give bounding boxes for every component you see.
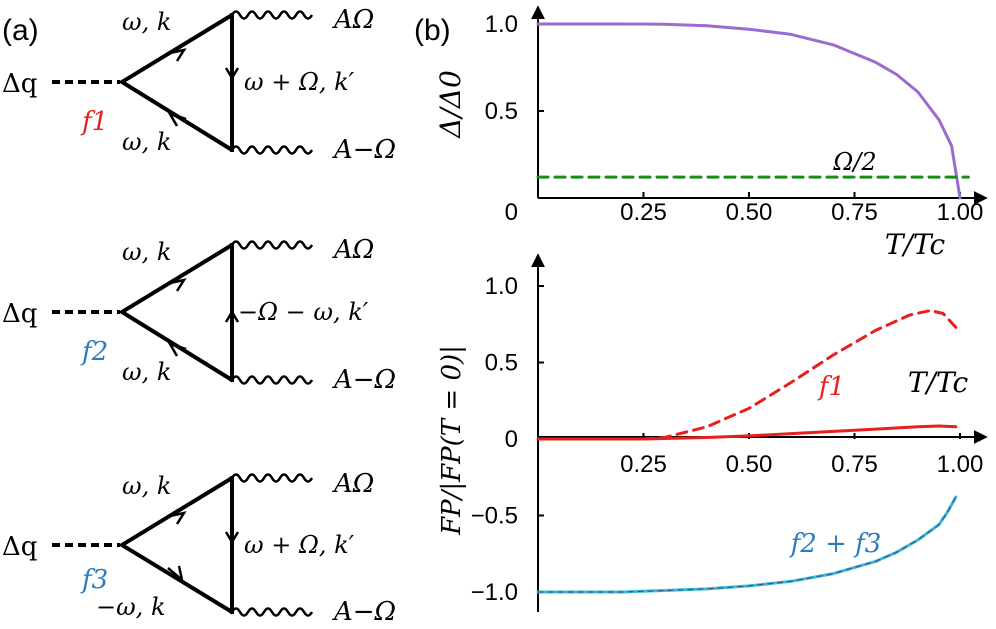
bottom-line-label: ω, k [122, 128, 171, 156]
x-tick-label: 0.25 [620, 199, 667, 226]
annotation-omega-half: Ω/2 [832, 148, 876, 176]
top-line-label: ω, k [122, 238, 171, 266]
free-energy-chart: T/Tc FP/|FP(T = 0)| f1 f2 + f3 0.25 0.50 0… [437, 253, 988, 612]
x-tick-label: 0.75 [831, 451, 878, 478]
vertex-label-f1: f1 [80, 107, 108, 137]
series-line-f1-1 [536, 424, 958, 441]
y-axis-label: Δ/Δ0 [434, 70, 467, 139]
feynman-diagram-3: Δq f3 ω, k ω + Ω, k′ −ω, k AΩ A−Ω [2, 469, 396, 627]
series-line-curve-0 [536, 22, 962, 200]
out-top-label: AΩ [332, 469, 374, 499]
y-tick-label: 1.0 [485, 273, 518, 300]
series-line-f1-0 [642, 309, 958, 441]
vertex-label-f2: f2 [80, 337, 108, 367]
x-tick-label: 1.00 [937, 451, 984, 478]
gap-vs-temperature-chart: T/Tc Δ/Δ0 Ω/2 0.25 0.50 0.75 1.00 0 0.5 1.0 [434, 5, 988, 261]
top-line-label: ω, k [122, 472, 171, 500]
out-bottom-label: A−Ω [332, 365, 396, 395]
y-tick-label: 0 [505, 199, 518, 226]
x-tick-label: 1.00 [937, 199, 984, 226]
out-bottom-label: A−Ω [332, 597, 396, 627]
y-tick-label: −0.5 [471, 503, 518, 530]
y-axis-label: FP/|FP(T = 0)| [437, 345, 467, 536]
source-label: Δq [2, 532, 37, 562]
annotation-f2-plus-f3: f2 + f3 [789, 529, 882, 559]
y-tick-label: 1.0 [485, 11, 518, 38]
series-line-f2-f3-2 [536, 495, 958, 594]
out-top-label: AΩ [332, 5, 374, 35]
y-tick-label: 0.5 [485, 98, 518, 125]
top-line-label: ω, k [122, 8, 171, 36]
vertical-line-label: −Ω − ω, k′ [238, 298, 369, 326]
x-tick-label: 0.75 [831, 199, 878, 226]
out-top-label: AΩ [332, 235, 374, 265]
x-axis-label: T/Tc [908, 366, 969, 399]
annotation-f1: f1 [817, 372, 845, 402]
feynman-diagram-1: Δq f1 ω, k ω + Ω, k′ ω, k AΩ A−Ω [2, 5, 396, 165]
x-axis-label: T/Tc [885, 228, 946, 261]
source-label: Δq [2, 299, 37, 329]
x-tick-label: 0.25 [620, 451, 667, 478]
x-tick-label: 0.50 [726, 451, 773, 478]
bottom-line-label: −ω, k [96, 593, 165, 621]
vertical-line-label: ω + Ω, k′ [244, 531, 355, 559]
bottom-line-label: ω, k [122, 358, 171, 386]
y-tick-label: 0.5 [485, 350, 518, 377]
out-bottom-label: A−Ω [332, 135, 396, 165]
source-label: Δq [2, 69, 37, 99]
panel-b-label: (b) [414, 14, 451, 47]
feynman-diagram-2: Δq f2 ω, k −Ω − ω, k′ ω, k AΩ A−Ω [2, 235, 396, 395]
series-overlay-2 [537, 496, 957, 593]
vertex-label-f3: f3 [80, 565, 108, 595]
x-tick-label: 0.50 [726, 199, 773, 226]
y-tick-label: −1.0 [471, 579, 518, 606]
vertical-line-label: ω + Ω, k′ [244, 68, 355, 96]
panel-a-label: (a) [2, 14, 39, 47]
y-tick-label: 0 [505, 426, 518, 453]
